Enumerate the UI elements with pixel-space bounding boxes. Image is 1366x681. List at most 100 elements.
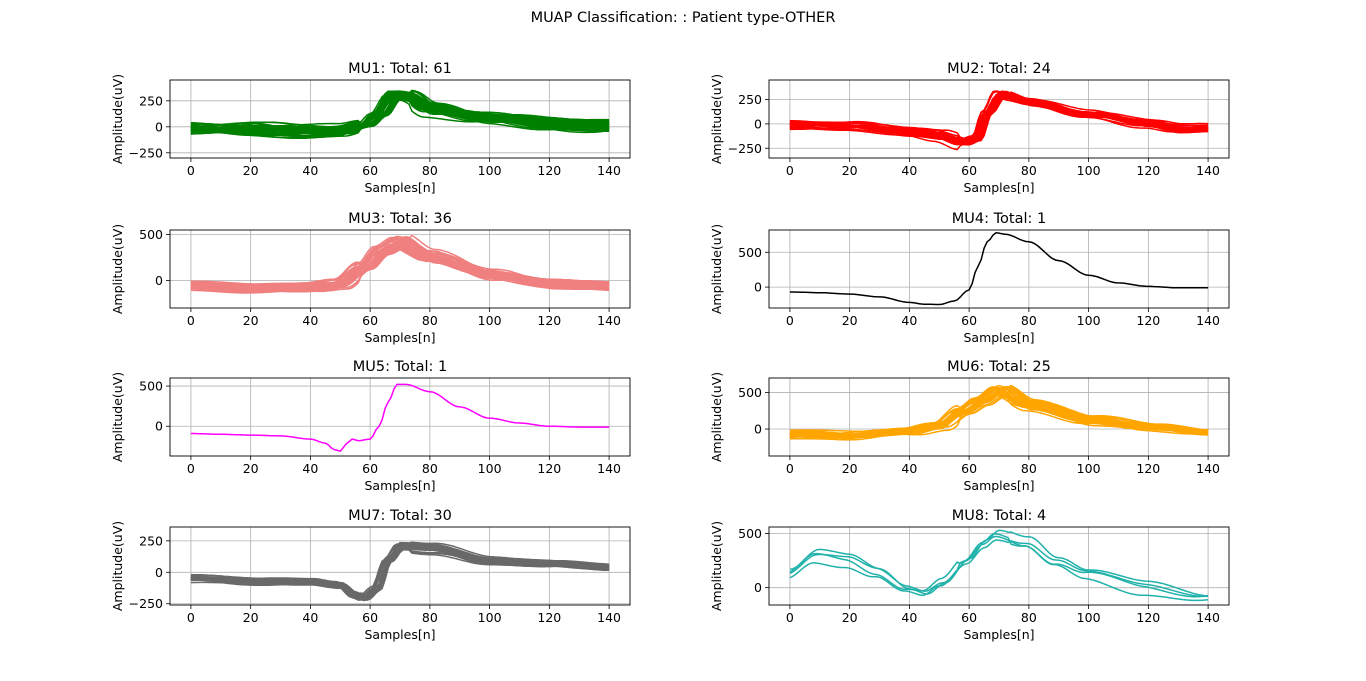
y-tick-label: 500 bbox=[738, 385, 762, 400]
x-tick-label: 80 bbox=[1021, 461, 1037, 476]
series-line bbox=[789, 90, 1209, 151]
subplot-title: MU7: Total: 30 bbox=[348, 508, 452, 524]
series-line bbox=[190, 546, 610, 596]
x-tick-label: 80 bbox=[1021, 610, 1037, 625]
x-tick-label: 20 bbox=[243, 610, 259, 625]
series-line bbox=[190, 243, 610, 293]
x-axis-label: Samples[n] bbox=[364, 330, 435, 345]
y-tick-label: −250 bbox=[129, 145, 163, 160]
series-line bbox=[190, 96, 610, 134]
x-axis-label: Samples[n] bbox=[364, 180, 435, 195]
y-axis-label: Amplitude(uV) bbox=[110, 521, 125, 611]
y-tick-label: 0 bbox=[155, 119, 163, 134]
series-line bbox=[789, 535, 1209, 598]
x-tick-label: 80 bbox=[1021, 163, 1037, 178]
x-tick-label: 80 bbox=[1021, 313, 1037, 328]
x-tick-label: 0 bbox=[187, 313, 195, 328]
x-axis-label: Samples[n] bbox=[364, 478, 435, 493]
y-axis-label: Amplitude(uV) bbox=[709, 372, 724, 462]
subplot-mu7: 0 20 40 60 80 100 120 140 −250 0 250 MU7: Total: 30… bbox=[110, 508, 631, 642]
figure-title: MUAP Classification: : Patient type-OTHE… bbox=[530, 10, 836, 26]
axes-frame bbox=[768, 229, 1230, 309]
x-tick-label: 40 bbox=[901, 610, 917, 625]
x-tick-label: 100 bbox=[478, 163, 502, 178]
y-tick-label: 0 bbox=[155, 273, 163, 288]
x-tick-label: 0 bbox=[786, 313, 794, 328]
x-tick-label: 40 bbox=[302, 313, 318, 328]
subplot-title: MU5: Total: 1 bbox=[353, 359, 447, 375]
series-group bbox=[789, 384, 1209, 441]
series-line bbox=[190, 245, 610, 293]
y-tick-label: 0 bbox=[754, 280, 762, 295]
series-group bbox=[190, 89, 610, 140]
axes-frame bbox=[169, 229, 631, 309]
x-tick-label: 60 bbox=[362, 610, 378, 625]
series-line bbox=[789, 91, 1209, 145]
x-tick-label: 0 bbox=[786, 163, 794, 178]
y-tick-label: −250 bbox=[728, 141, 762, 156]
series-group bbox=[789, 529, 1209, 602]
x-tick-label: 20 bbox=[243, 163, 259, 178]
series-line bbox=[190, 246, 610, 287]
x-tick-label: 120 bbox=[537, 313, 561, 328]
x-tick-label: 40 bbox=[302, 461, 318, 476]
x-tick-label: 60 bbox=[362, 163, 378, 178]
x-tick-label: 20 bbox=[243, 313, 259, 328]
y-axis-label: Amplitude(uV) bbox=[709, 224, 724, 314]
x-tick-label: 140 bbox=[597, 313, 621, 328]
series-line bbox=[789, 533, 1209, 602]
x-tick-label: 140 bbox=[1196, 313, 1220, 328]
x-tick-label: 120 bbox=[1136, 461, 1160, 476]
series-line bbox=[789, 386, 1209, 441]
x-tick-label: 80 bbox=[422, 610, 438, 625]
axes-frame bbox=[169, 377, 631, 457]
x-tick-label: 60 bbox=[961, 313, 977, 328]
x-axis-label: Samples[n] bbox=[963, 330, 1034, 345]
x-tick-label: 0 bbox=[786, 461, 794, 476]
x-tick-label: 100 bbox=[1077, 163, 1101, 178]
subplot-title: MU2: Total: 24 bbox=[947, 61, 1051, 77]
series-line bbox=[789, 93, 1209, 143]
subplot-mu6: 0 20 40 60 80 100 120 140 0 500 MU6: Total: 25 Samp… bbox=[709, 359, 1230, 493]
series-line bbox=[190, 546, 610, 596]
y-axis-label: Amplitude(uV) bbox=[709, 74, 724, 164]
subplot-mu1: 0 20 40 60 80 100 120 140 −250 0 250 MU1: Total: 61… bbox=[110, 61, 631, 195]
x-tick-label: 120 bbox=[1136, 163, 1160, 178]
series-group bbox=[190, 541, 610, 602]
y-axis-label: Amplitude(uV) bbox=[709, 521, 724, 611]
x-axis-label: Samples[n] bbox=[364, 627, 435, 642]
series-line bbox=[190, 383, 610, 453]
x-tick-label: 60 bbox=[362, 461, 378, 476]
series-line bbox=[190, 549, 610, 597]
x-tick-label: 140 bbox=[1196, 610, 1220, 625]
series-group bbox=[789, 232, 1209, 306]
axes-frame bbox=[169, 79, 631, 159]
y-axis-label: Amplitude(uV) bbox=[110, 224, 125, 314]
y-tick-label: 250 bbox=[738, 92, 762, 107]
subplot-mu5: 0 20 40 60 80 100 120 140 0 500 MU5: Total: 1 Sampl… bbox=[110, 359, 631, 493]
x-tick-label: 80 bbox=[422, 461, 438, 476]
x-tick-label: 40 bbox=[302, 163, 318, 178]
x-tick-label: 40 bbox=[901, 313, 917, 328]
x-tick-label: 100 bbox=[1077, 313, 1101, 328]
series-line bbox=[789, 539, 1209, 598]
y-tick-label: 500 bbox=[738, 526, 762, 541]
x-tick-label: 100 bbox=[478, 461, 502, 476]
y-tick-label: 0 bbox=[155, 419, 163, 434]
x-tick-label: 60 bbox=[961, 461, 977, 476]
subplot-title: MU4: Total: 1 bbox=[952, 211, 1046, 227]
x-tick-label: 40 bbox=[901, 461, 917, 476]
y-tick-label: 250 bbox=[139, 93, 163, 108]
x-tick-label: 40 bbox=[901, 163, 917, 178]
subplot-mu8: 0 20 40 60 80 100 120 140 0 500 MU8: Total: 4 Sampl… bbox=[709, 508, 1230, 642]
x-tick-label: 140 bbox=[597, 163, 621, 178]
x-tick-label: 120 bbox=[1136, 610, 1160, 625]
x-tick-label: 40 bbox=[302, 610, 318, 625]
y-tick-label: 500 bbox=[139, 379, 163, 394]
subplot-title: MU6: Total: 25 bbox=[947, 359, 1051, 375]
y-tick-label: −250 bbox=[129, 596, 163, 611]
subplot-title: MU8: Total: 4 bbox=[952, 508, 1046, 524]
x-tick-label: 0 bbox=[187, 163, 195, 178]
